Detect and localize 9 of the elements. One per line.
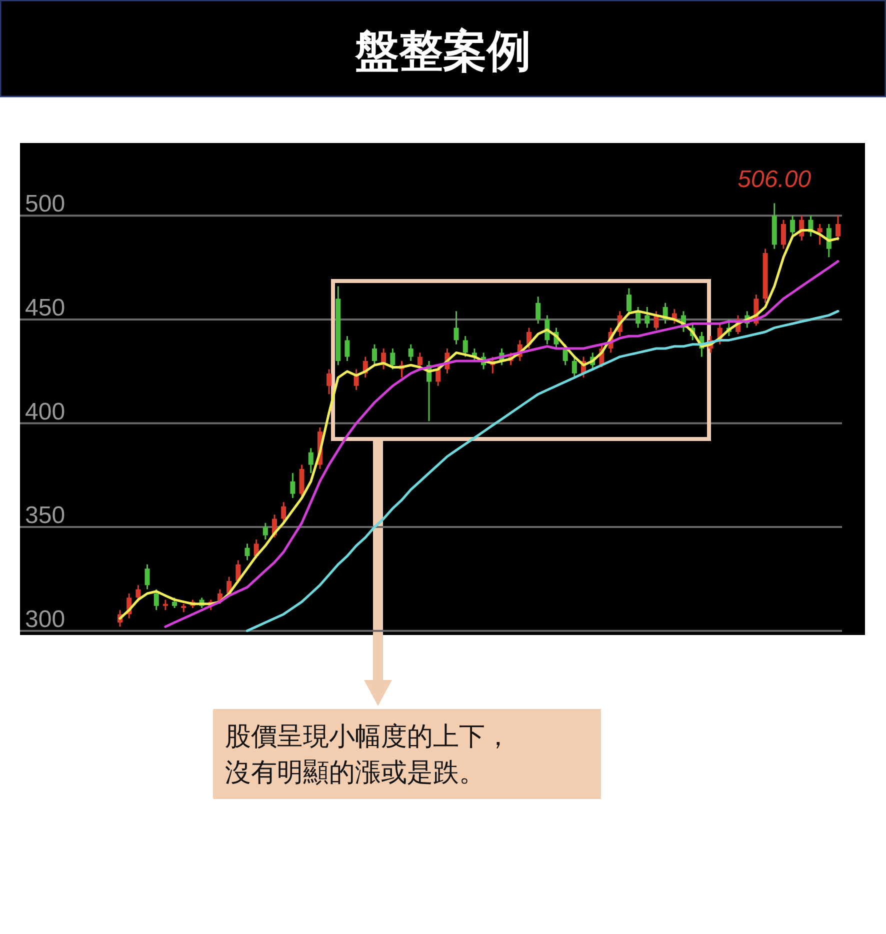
text: 沒有明顯的漲或是跌。 [225,757,485,787]
y-tick-label: 400 [25,398,66,426]
annotation: 506.00 [738,166,812,194]
text: 股價呈現小幅度的上下， [225,721,511,751]
y-tick-label: 350 [25,502,66,530]
chart-title: 盤整案例 [354,27,531,76]
y-tick-label: 300 [25,606,66,633]
y-tick-label: 500 [25,190,66,218]
y-tick-label: 450 [25,294,66,322]
